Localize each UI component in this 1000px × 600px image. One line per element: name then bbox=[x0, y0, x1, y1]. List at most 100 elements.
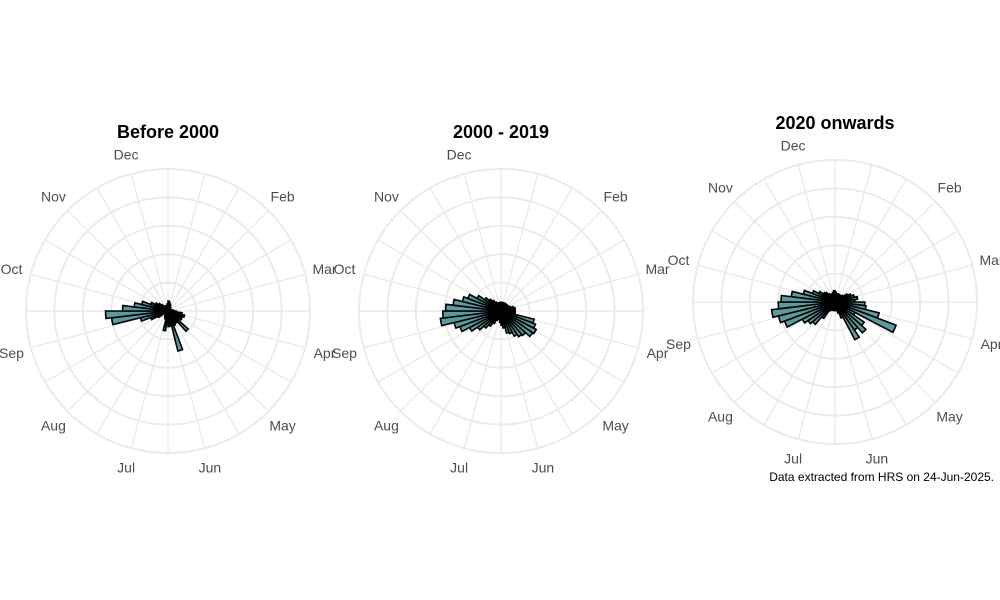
grid-spoke bbox=[167, 210, 269, 312]
bar-week-39 bbox=[441, 310, 502, 319]
month-label-oct: Oct bbox=[1, 261, 23, 277]
bar-week-52 bbox=[832, 289, 836, 303]
bar-series bbox=[770, 289, 898, 341]
panel-2020-onwards: Feb Mar Apr May Jun Jul Aug Sep Oct Nov Dec 2020 on… bbox=[666, 113, 1000, 467]
grid-spoke bbox=[429, 187, 502, 312]
grid-spoke bbox=[463, 310, 502, 449]
bar-series bbox=[439, 293, 538, 338]
grid-spoke bbox=[167, 310, 240, 435]
grid-spoke bbox=[96, 310, 169, 435]
grid-spoke bbox=[400, 310, 502, 412]
month-label-aug: Aug bbox=[41, 418, 66, 434]
grid-spoke bbox=[834, 301, 873, 440]
month-label-jul: Jul bbox=[784, 451, 802, 467]
grid-spoke bbox=[711, 230, 836, 303]
month-label-sep: Sep bbox=[666, 336, 691, 352]
month-label-sep: Sep bbox=[0, 345, 24, 361]
grid-spoke bbox=[44, 310, 169, 383]
month-label-may: May bbox=[936, 409, 962, 425]
grid-spoke bbox=[500, 187, 573, 312]
grid-spoke bbox=[167, 273, 306, 312]
month-label-oct: Oct bbox=[668, 252, 690, 268]
bar-week-52 bbox=[166, 303, 169, 312]
month-label-mar: Mar bbox=[312, 261, 336, 277]
grid-spoke bbox=[834, 264, 973, 303]
grid-spoke bbox=[167, 173, 206, 312]
grid-spoke bbox=[130, 310, 169, 449]
grid-spoke bbox=[67, 310, 169, 412]
panel-before-2000: Feb Mar Apr May Jun Jul Aug Sep Oct Nov Dec Before … bbox=[0, 122, 337, 476]
panel-title: 2000 - 2019 bbox=[453, 122, 549, 142]
month-label-nov: Nov bbox=[708, 179, 733, 195]
month-label-jul: Jul bbox=[117, 460, 135, 476]
grid-spoke bbox=[167, 187, 240, 312]
panel-2000-2019: Feb Mar Apr May Jun Jul Aug Sep Oct Nov Dec 2000 - … bbox=[332, 122, 670, 476]
grid-spoke bbox=[500, 310, 539, 449]
month-label-mar: Mar bbox=[979, 252, 1000, 268]
grid-spoke bbox=[763, 178, 836, 303]
month-label-feb: Feb bbox=[604, 188, 628, 204]
month-label-feb: Feb bbox=[938, 179, 962, 195]
grid-spoke bbox=[167, 310, 306, 349]
grid-spoke bbox=[500, 210, 602, 312]
month-label-jun: Jun bbox=[532, 460, 555, 476]
month-labels: Feb Mar Apr May Jun Jul Aug Sep Oct Nov Dec bbox=[666, 138, 1000, 467]
month-label-sep: Sep bbox=[332, 345, 357, 361]
bar-week-52 bbox=[499, 301, 502, 312]
bar-week-24 bbox=[167, 310, 184, 352]
month-labels: Feb Mar Apr May Jun Jul Aug Sep Oct Nov Dec bbox=[0, 147, 337, 476]
month-label-nov: Nov bbox=[374, 188, 399, 204]
grid-spoke bbox=[67, 210, 169, 312]
month-label-may: May bbox=[602, 418, 628, 434]
bar-week-39 bbox=[104, 310, 169, 320]
grid-spoke bbox=[167, 310, 292, 383]
month-label-nov: Nov bbox=[41, 188, 66, 204]
grid-spoke bbox=[500, 273, 639, 312]
month-label-jul: Jul bbox=[450, 460, 468, 476]
month-label-dec: Dec bbox=[114, 147, 139, 163]
bar-week-39 bbox=[777, 301, 836, 310]
month-label-may: May bbox=[269, 418, 295, 434]
month-label-feb: Feb bbox=[271, 188, 295, 204]
data-source-caption: Data extracted from HRS on 24-Jun-2025. bbox=[769, 470, 994, 484]
grid-spoke bbox=[834, 230, 959, 303]
month-label-jun: Jun bbox=[866, 451, 889, 467]
grid-spoke bbox=[834, 164, 873, 303]
bar-series bbox=[104, 300, 190, 352]
grid-spoke bbox=[167, 239, 292, 312]
grid-spoke bbox=[797, 164, 836, 303]
grid-spoke bbox=[500, 239, 625, 312]
polar-grid bbox=[358, 168, 644, 454]
polar-grid bbox=[25, 168, 311, 454]
bar-week-38 bbox=[770, 301, 836, 319]
month-label-apr: Apr bbox=[314, 345, 336, 361]
bar-week-38 bbox=[439, 310, 502, 327]
grid-spoke bbox=[834, 201, 936, 303]
panel-title: Before 2000 bbox=[117, 122, 219, 142]
panel-title: 2020 onwards bbox=[775, 113, 894, 133]
grid-spoke bbox=[463, 173, 502, 312]
grid-spoke bbox=[834, 178, 907, 303]
grid-spoke bbox=[44, 239, 169, 312]
month-label-mar: Mar bbox=[645, 261, 669, 277]
month-label-jun: Jun bbox=[199, 460, 222, 476]
grid-spoke bbox=[763, 301, 836, 426]
grid-spoke bbox=[130, 173, 169, 312]
month-label-oct: Oct bbox=[334, 261, 356, 277]
month-label-apr: Apr bbox=[981, 336, 1000, 352]
month-labels: Feb Mar Apr May Jun Jul Aug Sep Oct Nov Dec bbox=[332, 147, 670, 476]
bar-week-22 bbox=[834, 301, 861, 341]
month-label-aug: Aug bbox=[708, 409, 733, 425]
grid-spoke bbox=[734, 201, 836, 303]
grid-spoke bbox=[429, 310, 502, 435]
month-label-dec: Dec bbox=[447, 147, 472, 163]
grid-spoke bbox=[96, 187, 169, 312]
month-label-apr: Apr bbox=[647, 345, 669, 361]
grid-spoke bbox=[834, 301, 959, 374]
grid-spoke bbox=[400, 210, 502, 312]
month-label-aug: Aug bbox=[374, 418, 399, 434]
grid-spoke bbox=[797, 301, 836, 440]
month-label-dec: Dec bbox=[781, 138, 806, 154]
grid-spoke bbox=[500, 173, 539, 312]
